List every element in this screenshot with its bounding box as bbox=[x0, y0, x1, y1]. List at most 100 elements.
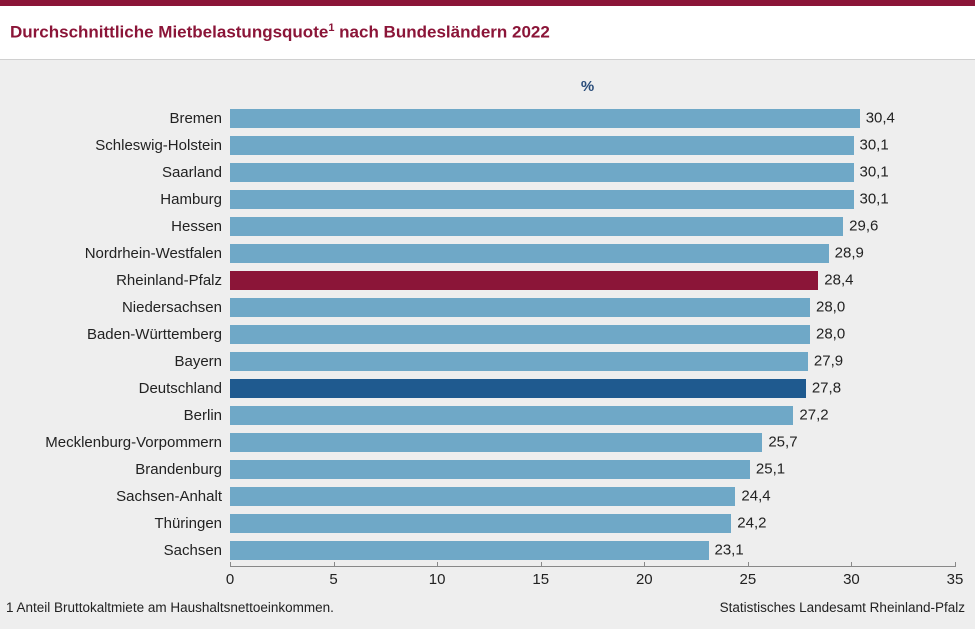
bar-row: Bayern27,9 bbox=[20, 348, 955, 375]
bar: 25,1 bbox=[230, 460, 750, 479]
x-tick bbox=[230, 562, 231, 567]
category-label: Nordrhein-Westfalen bbox=[20, 245, 230, 262]
category-label: Hamburg bbox=[20, 191, 230, 208]
bar-track: 30,1 bbox=[230, 132, 955, 159]
bar-row: Mecklenburg-Vorpommern25,7 bbox=[20, 429, 955, 456]
value-label: 25,7 bbox=[768, 434, 797, 451]
bar-track: 23,1 bbox=[230, 537, 955, 564]
bar: 27,8 bbox=[230, 379, 806, 398]
footer: 1 Anteil Bruttokaltmiete am Haushaltsnet… bbox=[0, 594, 975, 615]
value-label: 27,9 bbox=[814, 353, 843, 370]
x-tick bbox=[644, 562, 645, 567]
bar-track: 25,7 bbox=[230, 429, 955, 456]
bar-track: 28,9 bbox=[230, 240, 955, 267]
bar-row: Nordrhein-Westfalen28,9 bbox=[20, 240, 955, 267]
bar-row: Brandenburg25,1 bbox=[20, 456, 955, 483]
bar-row: Hessen29,6 bbox=[20, 213, 955, 240]
bar: 30,1 bbox=[230, 163, 854, 182]
bar-track: 29,6 bbox=[230, 213, 955, 240]
bar: 28,9 bbox=[230, 244, 829, 263]
bar: 30,1 bbox=[230, 136, 854, 155]
bar-track: 27,2 bbox=[230, 402, 955, 429]
chart-area: % Bremen30,4Schleswig-Holstein30,1Saarla… bbox=[0, 60, 975, 594]
bar-track: 27,9 bbox=[230, 348, 955, 375]
value-label: 25,1 bbox=[756, 461, 785, 478]
bar-track: 30,1 bbox=[230, 186, 955, 213]
bar-track: 30,4 bbox=[230, 105, 955, 132]
bar-row: Thüringen24,2 bbox=[20, 510, 955, 537]
value-label: 24,4 bbox=[741, 488, 770, 505]
x-tick-label: 0 bbox=[226, 571, 234, 588]
title-post: nach Bundesländern 2022 bbox=[334, 23, 549, 42]
value-label: 28,4 bbox=[824, 272, 853, 289]
bar-row: Baden-Württemberg28,0 bbox=[20, 321, 955, 348]
bar: 23,1 bbox=[230, 541, 709, 560]
category-label: Thüringen bbox=[20, 515, 230, 532]
category-label: Hessen bbox=[20, 218, 230, 235]
category-label: Rheinland-Pfalz bbox=[20, 272, 230, 289]
title-pre: Durchschnittliche Mietbelastungsquote bbox=[10, 23, 328, 42]
value-label: 29,6 bbox=[849, 218, 878, 235]
bar-row: Berlin 27,2 bbox=[20, 402, 955, 429]
bar-track: 28,0 bbox=[230, 294, 955, 321]
value-label: 27,8 bbox=[812, 380, 841, 397]
x-tick bbox=[437, 562, 438, 567]
bar-track: 27,8 bbox=[230, 375, 955, 402]
bar: 28,0 bbox=[230, 325, 810, 344]
bar: 25,7 bbox=[230, 433, 762, 452]
value-label: 30,1 bbox=[860, 137, 889, 154]
value-label: 28,9 bbox=[835, 245, 864, 262]
category-label: Baden-Württemberg bbox=[20, 326, 230, 343]
value-label: 28,0 bbox=[816, 299, 845, 316]
x-tick-label: 25 bbox=[740, 571, 757, 588]
unit-label: % bbox=[20, 78, 955, 95]
value-label: 30,1 bbox=[860, 191, 889, 208]
category-label: Deutschland bbox=[20, 380, 230, 397]
bar-rows: Bremen30,4Schleswig-Holstein30,1Saarland… bbox=[20, 105, 955, 564]
category-label: Berlin bbox=[20, 407, 230, 424]
category-label: Sachsen bbox=[20, 542, 230, 559]
bar-row: Schleswig-Holstein30,1 bbox=[20, 132, 955, 159]
x-axis-line: 05101520253035 bbox=[230, 566, 955, 594]
bar: 28,0 bbox=[230, 298, 810, 317]
value-label: 30,4 bbox=[866, 110, 895, 127]
bar-row: Deutschland27,8 bbox=[20, 375, 955, 402]
bar-row: Bremen30,4 bbox=[20, 105, 955, 132]
value-label: 30,1 bbox=[860, 164, 889, 181]
value-label: 23,1 bbox=[715, 542, 744, 559]
chart-title: Durchschnittliche Mietbelastungsquote1 n… bbox=[10, 22, 965, 43]
bar: 27,9 bbox=[230, 352, 808, 371]
x-tick bbox=[334, 562, 335, 567]
category-label: Saarland bbox=[20, 164, 230, 181]
header: Durchschnittliche Mietbelastungsquote1 n… bbox=[0, 6, 975, 60]
value-label: 27,2 bbox=[799, 407, 828, 424]
x-axis: 05101520253035 bbox=[20, 566, 955, 594]
bar: 24,2 bbox=[230, 514, 731, 533]
bar-track: 28,0 bbox=[230, 321, 955, 348]
bar-row: Rheinland-Pfalz28,4 bbox=[20, 267, 955, 294]
x-tick-label: 30 bbox=[843, 571, 860, 588]
bar: 28,4 bbox=[230, 271, 818, 290]
x-tick bbox=[955, 562, 956, 567]
bar-track: 24,2 bbox=[230, 510, 955, 537]
bar-row: Niedersachsen28,0 bbox=[20, 294, 955, 321]
bar-row: Saarland30,1 bbox=[20, 159, 955, 186]
category-label: Mecklenburg-Vorpommern bbox=[20, 434, 230, 451]
bar-track: 25,1 bbox=[230, 456, 955, 483]
bar: 30,4 bbox=[230, 109, 860, 128]
category-label: Sachsen-Anhalt bbox=[20, 488, 230, 505]
value-label: 24,2 bbox=[737, 515, 766, 532]
bar: 24,4 bbox=[230, 487, 735, 506]
bar-track: 24,4 bbox=[230, 483, 955, 510]
bar-track: 30,1 bbox=[230, 159, 955, 186]
category-label: Schleswig-Holstein bbox=[20, 137, 230, 154]
bar-row: Sachsen-Anhalt24,4 bbox=[20, 483, 955, 510]
bar-row: Hamburg30,1 bbox=[20, 186, 955, 213]
category-label: Brandenburg bbox=[20, 461, 230, 478]
category-label: Niedersachsen bbox=[20, 299, 230, 316]
category-label: Bremen bbox=[20, 110, 230, 127]
x-tick-label: 20 bbox=[636, 571, 653, 588]
bar: 29,6 bbox=[230, 217, 843, 236]
bar: 30,1 bbox=[230, 190, 854, 209]
x-tick-label: 15 bbox=[532, 571, 549, 588]
